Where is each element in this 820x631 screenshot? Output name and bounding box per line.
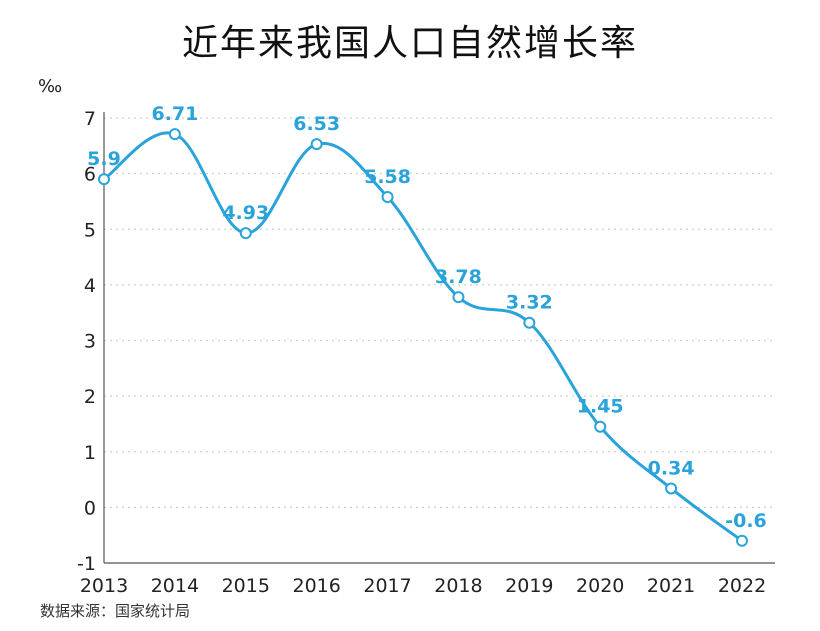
x-tick-label: 2019 [505,575,553,597]
y-tick-label: -1 [77,553,96,575]
data-labels: 5.9 6.71 4.93 6.53 5.58 3.78 3.32 1.45 0.34 -0.6 [87,103,767,532]
data-point [665,482,678,495]
data-label: 0.34 [648,457,695,479]
data-point [168,128,181,141]
y-tick-label: 2 [84,386,96,408]
x-tick-label: 2015 [222,575,270,597]
series-line [103,131,743,542]
data-label: 6.53 [293,113,340,135]
x-tick-label: 2018 [434,575,482,597]
x-tick-label: 2021 [647,575,695,597]
x-tick-label: 2017 [363,575,411,597]
data-point [594,420,607,433]
data-point [381,190,394,203]
data-point [452,291,465,304]
y-tick-label: 5 [84,219,96,241]
x-tick-label: 2013 [80,575,128,597]
y-tick-label: 6 [84,164,96,186]
data-label: 1.45 [577,396,624,418]
data-label: 4.93 [222,202,269,224]
data-label: 3.78 [435,266,482,288]
data-points [98,128,748,547]
data-point [239,227,252,240]
x-tick-label: 2016 [292,575,340,597]
x-tick-labels: 2013 2014 2015 2016 2017 2018 2019 2020 2021 2022 [80,575,766,597]
x-tick-label: 2014 [151,575,199,597]
gridlines [104,117,775,453]
y-tick-label: 4 [84,275,96,297]
y-tick-label: 7 [84,108,96,130]
data-point [736,534,748,547]
y-tick-labels: -1 0 1 2 3 4 5 6 7 [77,108,96,575]
x-tick-label: 2020 [576,575,624,597]
data-point [310,138,323,151]
data-label: 5.9 [87,148,121,170]
data-point [98,173,110,186]
data-source-note: 数据来源：国家统计局 [40,602,191,620]
y-tick-label: 0 [84,497,96,519]
x-tick-label: 2022 [718,575,766,597]
data-label: 5.58 [364,166,411,188]
y-unit-label: ‰ [38,76,63,97]
axes [103,112,775,564]
y-tick-label: 1 [84,442,96,464]
data-point [523,316,536,329]
y-tick-label: 3 [84,331,96,353]
chart-title: 近年来我国人口自然增长率 [181,23,638,64]
data-label: 6.71 [151,103,198,125]
data-label: 3.32 [506,292,553,314]
data-label: -0.6 [725,510,767,532]
